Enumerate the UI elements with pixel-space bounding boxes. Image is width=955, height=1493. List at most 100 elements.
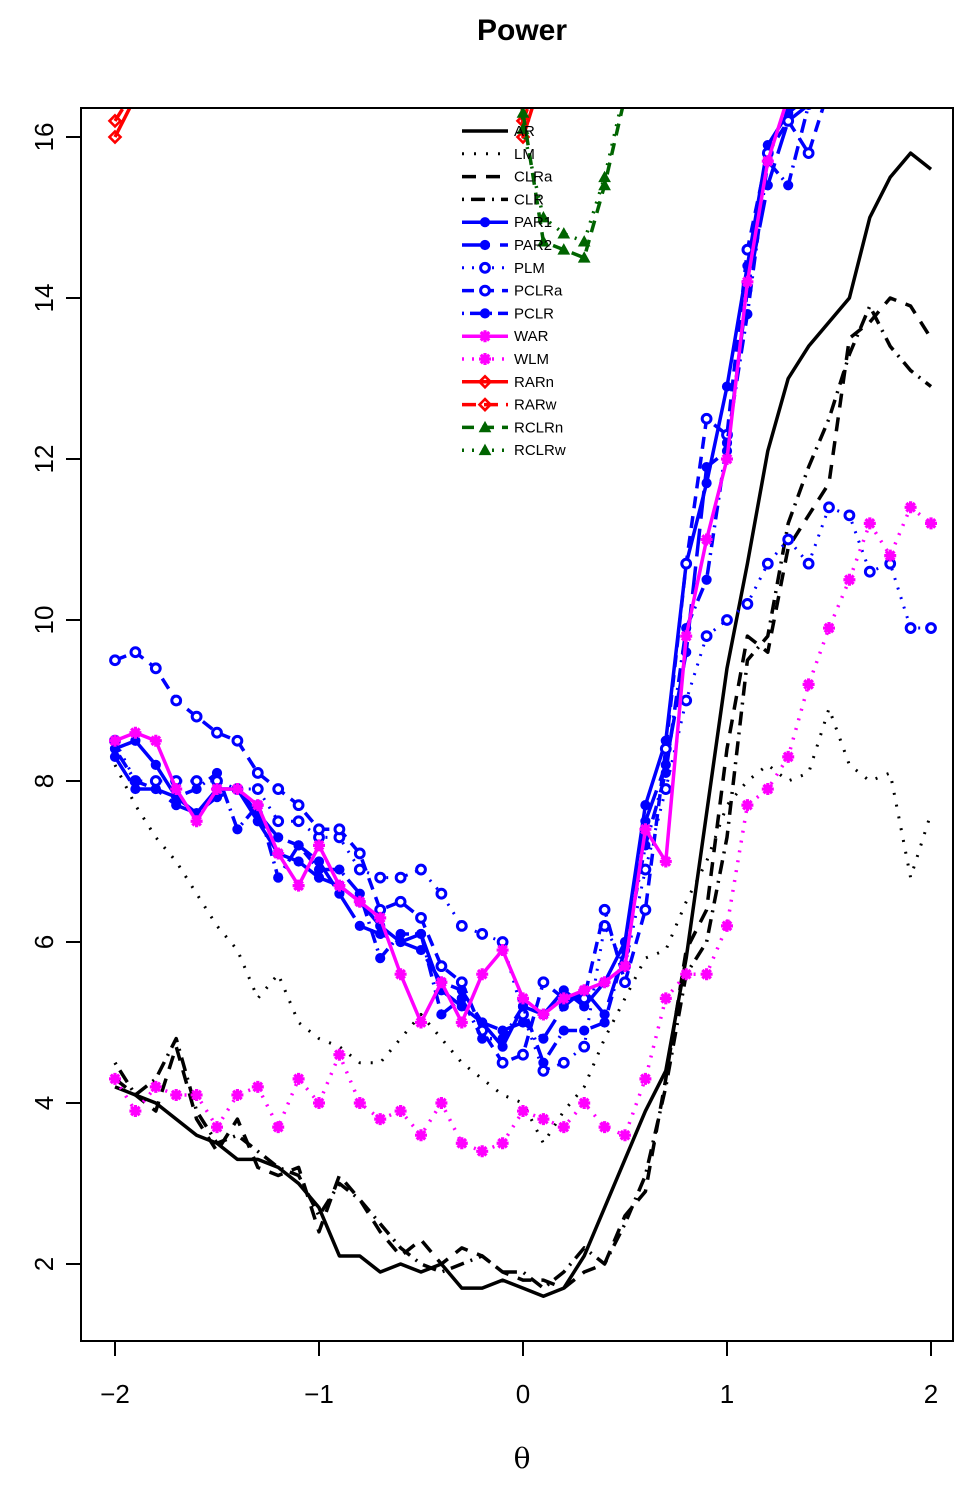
data-point-plm: [721, 614, 733, 626]
legend-entry-rarn: RARn: [462, 374, 554, 391]
data-point-plm: [272, 815, 285, 828]
data-point-wlm: [843, 573, 856, 586]
data-point-wlm: [374, 1113, 387, 1126]
data-point-rclrn: [516, 108, 530, 118]
data-point-war: [619, 960, 631, 973]
data-point-wlm: [761, 783, 774, 796]
series-rclrw: [516, 108, 623, 247]
data-point-war: [109, 734, 121, 747]
x-tick-label: −1: [304, 1379, 334, 1409]
data-point-plm: [680, 694, 693, 707]
data-point-war: [333, 879, 346, 892]
data-point-plm: [292, 815, 305, 828]
data-point-pclra: [659, 742, 672, 755]
legend-entry-rarw: RARw: [462, 397, 557, 414]
data-point-plm: [374, 871, 387, 884]
data-point-pclr: [497, 1033, 508, 1044]
data-point-plm: [843, 509, 856, 522]
legend-label-pclr: PCLR: [514, 305, 554, 322]
data-point-war: [353, 895, 366, 908]
legend-label-war: WAR: [514, 328, 549, 345]
data-point-wlm: [782, 750, 795, 763]
data-point-war: [761, 155, 774, 168]
legend-label-rarn: RARn: [514, 374, 554, 391]
data-point-plm: [925, 622, 937, 634]
data-point-wlm: [170, 1088, 183, 1101]
data-point-war: [659, 855, 672, 868]
data-point-plm: [863, 565, 876, 578]
data-point-pclra: [435, 960, 448, 973]
data-point-wlm: [476, 1145, 489, 1158]
data-point-war: [721, 453, 733, 465]
y-tick-label: 4: [29, 1096, 59, 1110]
y-tick-label: 10: [29, 606, 59, 635]
data-point-wlm: [129, 1105, 142, 1118]
data-point-par2: [354, 920, 365, 932]
data-point-war: [415, 1016, 427, 1029]
data-point-pclr: [824, 84, 833, 93]
data-point-pclra: [251, 767, 264, 779]
legend-marker-rarn: [477, 374, 493, 390]
data-point-wlm: [904, 501, 917, 514]
series-line-clra: [113, 296, 933, 1290]
data-point-wlm: [415, 1129, 427, 1142]
legend-marker-war: [479, 330, 491, 343]
data-point-rclrw: [537, 210, 550, 223]
legend: AR LM CLRa CLR PAR1 PAR2 PLM PCLRa PCLR WAR WLM RAR…: [462, 123, 566, 459]
data-point-pclra: [231, 734, 244, 747]
data-point-pclra: [190, 710, 203, 723]
data-point-war: [374, 911, 387, 924]
series-line-ar: [114, 151, 933, 1298]
data-point-war: [496, 944, 509, 957]
data-point-plm: [415, 863, 427, 876]
data-point-pclr: [150, 783, 161, 795]
data-point-rarn: [130, 91, 141, 102]
legend-label-par2: PAR2: [514, 237, 552, 254]
data-point-rarw: [538, 59, 549, 70]
legend-entry-par2: PAR2: [462, 237, 552, 254]
y-tick-label: 14: [29, 284, 59, 313]
data-point-pclr: [211, 767, 223, 779]
data-point-pclr: [293, 840, 304, 851]
data-point-pclra: [700, 412, 713, 425]
data-point-pclra: [825, 84, 834, 93]
data-point-pclr: [313, 864, 325, 875]
data-point-war: [598, 976, 611, 989]
x-tick-label: −2: [100, 1379, 130, 1409]
data-point-plm: [700, 630, 713, 642]
legend-marker-pclra: [479, 284, 491, 297]
legend-entry-pclra: PCLRa: [462, 283, 563, 300]
data-point-pclra: [598, 903, 611, 916]
y-tick-label: 6: [29, 935, 59, 949]
data-point-war: [435, 976, 448, 989]
data-point-pclra: [272, 783, 285, 795]
legend-label-rclrw: RCLRw: [514, 442, 566, 459]
data-point-par1: [824, 84, 833, 93]
data-point-wlm: [313, 1097, 325, 1109]
series-clr: [113, 304, 933, 1290]
legend-marker-rclrn: [478, 420, 492, 433]
data-point-pclr: [395, 928, 406, 940]
data-point-pclra: [802, 147, 815, 160]
data-point-wlm: [863, 517, 876, 530]
series-pclra: [109, 84, 834, 1069]
data-point-pclra: [517, 1048, 529, 1061]
data-point-war: [313, 839, 325, 852]
data-point-wlm: [353, 1097, 366, 1109]
series-war: [109, 108, 787, 1029]
data-point-pclr: [579, 1025, 590, 1036]
data-point-pclr: [477, 1033, 488, 1044]
data-point-pclra: [394, 895, 407, 908]
x-tick-label: 0: [516, 1379, 530, 1409]
legend-label-rarw: RARw: [514, 397, 557, 414]
series-ar: [114, 151, 933, 1298]
data-point-plm: [761, 557, 774, 570]
data-point-war: [190, 815, 203, 828]
legend-entry-lm: LM: [462, 146, 535, 163]
data-point-pclra: [292, 799, 305, 812]
data-point-war: [578, 984, 591, 997]
data-point-war: [394, 968, 407, 981]
legend-label-pclra: PCLRa: [514, 283, 563, 300]
data-point-rclrn: [537, 235, 550, 247]
